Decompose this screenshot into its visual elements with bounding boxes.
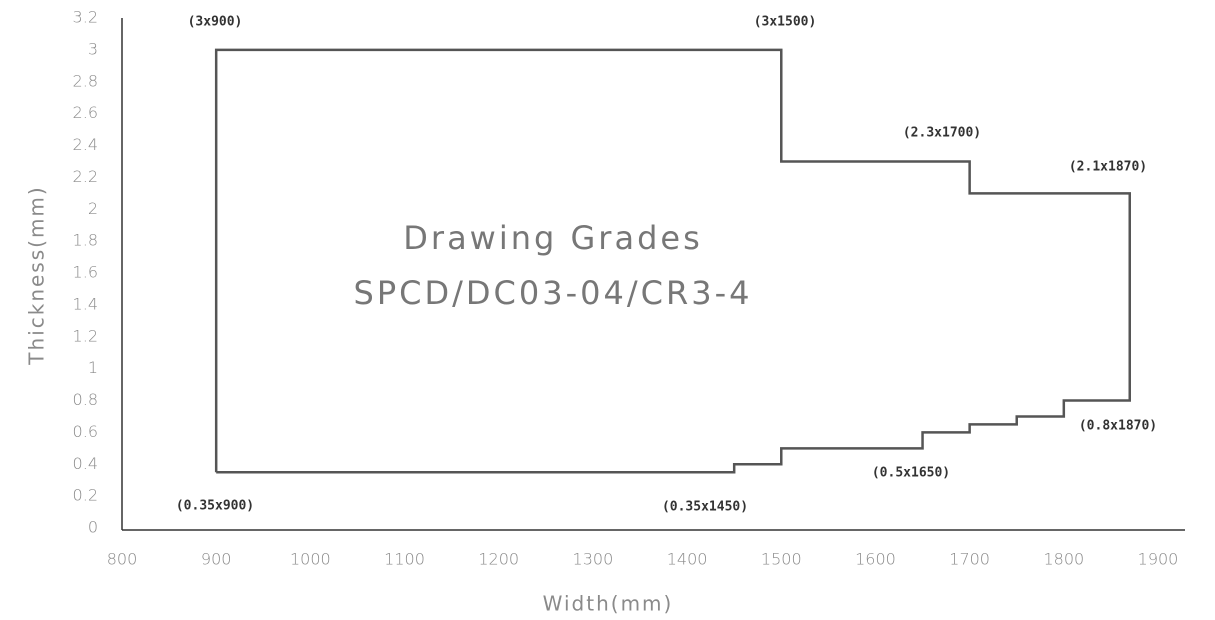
point-annotation: (3x900) [188,15,243,30]
y-tick-label: 2.4 [73,135,98,154]
x-tick-label: 1600 [855,550,896,569]
y-tick-label: 3.2 [73,8,98,27]
y-tick-label: 0.2 [73,486,98,505]
y-tick-label: 1.4 [73,294,98,313]
x-tick-label: 1200 [478,550,519,569]
y-tick-label: 2 [88,199,98,218]
x-tick-label: 1100 [384,550,425,569]
x-tick-label: 1700 [949,550,990,569]
x-axis-title: Width(mm) [543,592,674,616]
point-annotation: (0.35x900) [176,499,254,514]
y-tick-label: 1 [88,358,98,377]
x-tick-label: 1300 [573,550,614,569]
y-tick-label: 0.8 [73,390,98,409]
x-tick-label: 1500 [761,550,802,569]
y-tick-label: 2.6 [73,103,98,122]
outline [214,48,1131,474]
point-annotation: (0.35x1450) [662,500,748,515]
y-tick-label: 2.2 [73,167,98,186]
point-annotation: (0.5x1650) [872,466,950,481]
y-tick-label: 0.6 [73,422,98,441]
x-tick-label: 900 [201,550,232,569]
y-tick-label: 2.8 [73,71,98,90]
y-tick-label: 0.4 [73,454,98,473]
point-annotation: (2.1x1870) [1069,160,1147,175]
point-annotation: (0.8x1870) [1079,419,1157,434]
y-axis-title: Thickness(mm) [25,185,49,365]
y-tick-label: 3 [88,39,98,58]
x-tick-label: 800 [107,550,138,569]
y-tick-label: 1.8 [73,231,98,250]
point-annotation: (3x1500) [754,15,817,30]
y-tick-label: 1.2 [73,326,98,345]
x-tick-label: 1800 [1043,550,1084,569]
region-label: Drawing Grades [403,219,702,257]
y-tick-label: 1.6 [73,263,98,282]
region-label: SPCD/DC03-04/CR3-4 [354,274,753,312]
x-tick-label: 1000 [290,550,331,569]
y-tick-label: 0 [88,518,98,537]
point-annotation: (2.3x1700) [903,126,981,141]
x-tick-label: 1900 [1138,550,1179,569]
x-tick-label: 1400 [667,550,708,569]
